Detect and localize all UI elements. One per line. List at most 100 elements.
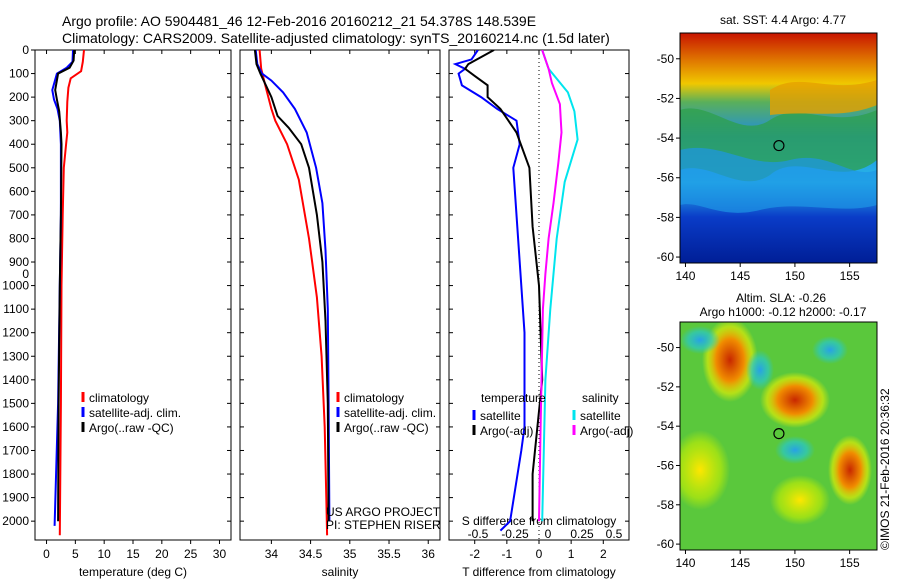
y-tick-label: 1200 xyxy=(2,326,29,340)
sla-map-frame xyxy=(679,321,878,551)
legend-title-salinity: salinity xyxy=(582,391,619,405)
y-tick-label: 200 xyxy=(9,90,29,104)
sla-map-title: Altim. SLA: -0.26 xyxy=(736,291,826,305)
legend-label: Argo(..raw -QC) xyxy=(89,421,174,435)
sst-map-frame xyxy=(679,32,878,264)
sla-map-yellow-patch xyxy=(680,430,730,510)
legend-title-temperature: temperature xyxy=(481,391,546,405)
y-tick-label: 500 xyxy=(9,161,29,175)
y-tick-label: 0 xyxy=(22,267,29,281)
legend-label: satellite-adj. clim. xyxy=(89,406,181,420)
x-axis-label: T difference from climatology xyxy=(462,565,616,579)
x-tick-label: 10 xyxy=(97,547,111,561)
map-x-tick-label: 150 xyxy=(785,556,805,570)
legend-label: satellite xyxy=(580,409,621,423)
salinity-line-argo xyxy=(253,50,330,522)
y-tick-label: 400 xyxy=(9,137,29,151)
y-tick-label: 1300 xyxy=(2,349,29,363)
temperature-line-clim xyxy=(58,50,85,536)
legend-label: satellite xyxy=(480,409,521,423)
map-y-tick-label: -56 xyxy=(657,458,675,472)
map-x-tick-label: 145 xyxy=(730,556,750,570)
sla-map-cool-eddy xyxy=(746,350,774,390)
x-tick-label: 15 xyxy=(126,547,140,561)
sla-map-subtitle: Argo h1000: -0.12 h2000: -0.17 xyxy=(700,305,867,319)
x-tick-label: 34 xyxy=(265,547,279,561)
sst-map: sat. SST: 4.4 Argo: 4.77 xyxy=(679,13,878,264)
y-tick-label: 900 xyxy=(9,255,29,269)
s-tick-label: 0.5 xyxy=(606,527,623,541)
salinity-line-clim xyxy=(258,50,329,536)
y-tick-label: 300 xyxy=(9,114,29,128)
x-tick-label: 0 xyxy=(536,547,543,561)
map-x-tick-label: 145 xyxy=(730,269,750,283)
map-y-tick-label: -52 xyxy=(657,91,675,105)
figure-title-line2: Climatology: CARS2009. Satellite-adjuste… xyxy=(62,30,610,46)
temperature-plot-frame xyxy=(34,49,232,541)
y-tick-label: 700 xyxy=(9,208,29,222)
map-y-tick-label: -56 xyxy=(657,171,675,185)
x-tick-label: -1 xyxy=(502,547,513,561)
y-tick-label: 600 xyxy=(9,184,29,198)
argo-position-marker xyxy=(773,139,785,152)
temperature-line-sat xyxy=(51,50,74,526)
x-axis-label: temperature (deg C) xyxy=(79,565,187,579)
map-y-tick-label: -58 xyxy=(657,498,675,512)
map-x-tick-label: 140 xyxy=(675,269,695,283)
imos-footer: ©IMOS 21-Feb-2016 20:36:32 xyxy=(878,388,892,550)
difference-line-sal_argo xyxy=(538,50,563,522)
y-tick-label: 1600 xyxy=(2,420,29,434)
y-tick-label: 1400 xyxy=(2,373,29,387)
s-tick-label: -0.25 xyxy=(501,527,529,541)
y-tick-label: 1900 xyxy=(2,491,29,505)
y-tick-label: 800 xyxy=(9,231,29,245)
project-label: US ARGO PROJECT xyxy=(326,505,441,519)
sla-map-warm-eddy xyxy=(828,435,872,505)
salinity-series-group xyxy=(253,50,331,536)
sla-map-yellow-patch xyxy=(770,475,830,525)
sla-map: Altim. SLA: -0.26 Argo h1000: -0.12 h200… xyxy=(679,291,892,551)
pi-label: PI: STEPHEN RISER xyxy=(326,518,441,532)
s-tick-label: -0.5 xyxy=(468,527,489,541)
map-x-tick-label: 150 xyxy=(785,269,805,283)
legend-label: Argo(..raw -QC) xyxy=(344,421,429,435)
map-y-tick-label: -50 xyxy=(657,341,675,355)
x-tick-label: 20 xyxy=(155,547,169,561)
sst-map-title: sat. SST: 4.4 Argo: 4.77 xyxy=(720,13,846,27)
salinity-line-sat xyxy=(254,50,331,522)
y-tick-label: 1800 xyxy=(2,467,29,481)
x-tick-label: 0 xyxy=(43,547,50,561)
sla-map-cool-eddy xyxy=(812,336,848,364)
map-y-tick-label: -50 xyxy=(657,52,675,66)
legend-label: climatology xyxy=(89,391,149,405)
y-tick-label: 100 xyxy=(9,67,29,81)
map-x-tick-label: 155 xyxy=(840,556,860,570)
legend-label: satellite-adj. clim. xyxy=(344,406,436,420)
map-x-tick-label: 140 xyxy=(675,556,695,570)
difference-line-sal_sat xyxy=(541,50,579,522)
difference-line-sat xyxy=(452,50,526,532)
map-x-tick-label: 155 xyxy=(840,269,860,283)
temperature-series-group xyxy=(51,50,85,536)
x-tick-label: 30 xyxy=(213,547,227,561)
y-tick-label: 1100 xyxy=(3,302,29,316)
x-tick-label: 35 xyxy=(343,547,357,561)
figure-title-line1: Argo profile: AO 5904481_46 12-Feb-2016 … xyxy=(62,13,536,29)
x-tick-label: 34.5 xyxy=(299,547,323,561)
s-tick-label: 0.25 xyxy=(570,527,594,541)
x-axis-label: salinity xyxy=(322,565,359,579)
map-y-tick-label: -58 xyxy=(657,210,675,224)
x-tick-label: 2 xyxy=(600,547,607,561)
y-tick-label: 2000 xyxy=(2,514,29,528)
map-y-tick-label: -54 xyxy=(657,131,675,145)
sla-map-cool-eddy xyxy=(775,436,815,464)
temperature-line-argo xyxy=(54,50,76,522)
x-tick-label: 5 xyxy=(72,547,79,561)
x-tick-label: 36 xyxy=(422,547,436,561)
map-y-tick-label: -54 xyxy=(657,419,675,433)
argo-position-marker xyxy=(773,428,785,440)
difference-line-argo xyxy=(463,50,544,522)
